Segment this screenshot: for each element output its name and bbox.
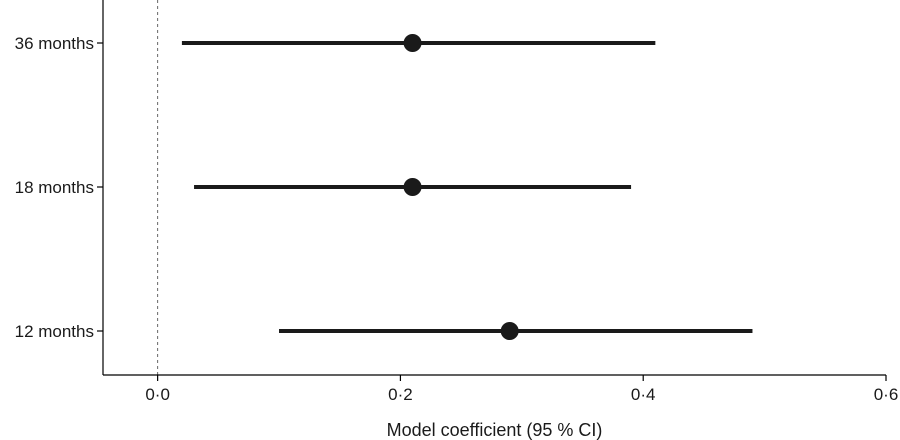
x-axis-title: Model coefficient (95 % CI) [387,420,603,440]
row-label: 18 months [15,178,94,197]
rows-layer: 36 months 18 months 12 months [15,34,753,341]
x-tick-label: 0·4 [631,385,656,404]
row-label: 12 months [15,322,94,341]
forest-row: 36 months [15,34,656,53]
point-estimate-marker [403,34,422,52]
x-tick-label: 0·0 [145,385,170,404]
x-ticks: 0·0 0·2 0·4 0·6 [145,375,898,404]
x-tick-label: 0·2 [388,385,413,404]
x-tick-label: 0·6 [874,385,899,404]
point-estimate-marker [403,178,422,196]
row-label: 36 months [15,34,94,53]
forest-row: 18 months [15,178,632,197]
forest-row: 12 months [15,322,753,341]
point-estimate-marker [500,322,519,340]
